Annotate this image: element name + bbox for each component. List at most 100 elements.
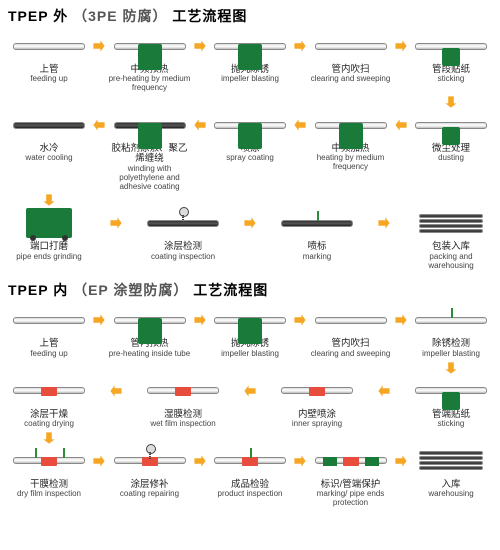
- step-icon: [10, 207, 88, 239]
- step-icon: [312, 445, 390, 477]
- step-icon: [412, 375, 490, 407]
- step-icon: [412, 109, 490, 141]
- arrow-icon: [109, 375, 123, 407]
- step-icon: [312, 109, 390, 141]
- flow-step: 成品检验 product inspection: [209, 445, 291, 499]
- step-label-en: heating by medium frequency: [310, 154, 392, 172]
- diagram-root: TPEP 外 （3PE 防腐） 工艺流程图 上管 feeding up 中频预热…: [0, 0, 500, 516]
- flow-step: 管内吹扫 clearing and sweeping: [310, 304, 392, 358]
- step-icon: [312, 304, 390, 336]
- step-label-en: pipe ends grinding: [16, 253, 81, 262]
- arrow-icon: [394, 445, 408, 477]
- arrow-icon: [92, 445, 106, 477]
- arrow-icon: [92, 304, 106, 336]
- flow-step: 上管 feeding up: [8, 30, 90, 84]
- step-label-en: feeding up: [30, 350, 67, 359]
- step-icon: [412, 30, 490, 62]
- flow-step: 胶粘剂涂敷、聚乙烯缠绕 winding with polyethylene an…: [109, 109, 191, 191]
- flow-step: 抛丸除锈 impeller blasting: [209, 30, 291, 84]
- step-label-en: product inspection: [218, 490, 283, 499]
- step-label-en: water cooling: [25, 154, 72, 163]
- step-icon: [211, 304, 289, 336]
- step-icon: [278, 375, 356, 407]
- step-label-en: winding with polyethylene and adhesive c…: [109, 165, 191, 191]
- flow-step: 抛丸除锈 impeller blasting: [209, 304, 291, 358]
- step-icon: [211, 445, 289, 477]
- arrow-icon: [394, 109, 408, 141]
- arrow-icon: [193, 445, 207, 477]
- step-label-en: sticking: [438, 75, 465, 84]
- step-icon: [111, 30, 189, 62]
- arrow-down-icon: [8, 361, 492, 375]
- step-label-en: marking: [303, 253, 331, 262]
- step-icon: [10, 304, 88, 336]
- flow-step: 干膜检测 dry film inspection: [8, 445, 90, 499]
- flow-step: 喷涂 spray coating: [209, 109, 291, 163]
- title-prefix: TPEP 外: [8, 8, 73, 24]
- step-icon: [10, 30, 88, 62]
- flow-step: 喷标 marking: [276, 207, 358, 261]
- step-label-en: pre-heating inside tube: [109, 350, 190, 359]
- flow-step: 入库 warehousing: [410, 445, 492, 499]
- flow-step: 管内吹扫 clearing and sweeping: [310, 30, 392, 84]
- title-mid: （3PE 防腐）: [73, 8, 167, 24]
- step-label-en: impeller blasting: [221, 350, 279, 359]
- step-icon: [111, 109, 189, 141]
- arrow-icon: [193, 109, 207, 141]
- flow-row: 涂层干燥 coating drying 湿膜检测 wet film inspec…: [8, 375, 492, 429]
- arrow-icon: [293, 304, 307, 336]
- arrow-down-icon: [8, 431, 492, 445]
- title-prefix: TPEP 内: [8, 282, 73, 298]
- title-suffix: 工艺流程图: [167, 8, 247, 24]
- step-icon: [278, 207, 356, 239]
- step-icon: [10, 109, 88, 141]
- flow-step: 湿膜检测 wet film inspection: [142, 375, 224, 429]
- flow-step: 包装入库 packing and warehousing: [410, 207, 492, 270]
- arrow-down-icon: [8, 193, 492, 207]
- section1-title: TPEP 外 （3PE 防腐） 工艺流程图: [8, 6, 492, 26]
- flow-step: 管内预热 pre-heating inside tube: [109, 304, 191, 358]
- section1-flow: 上管 feeding up 中频预热 pre-heating by medium…: [8, 30, 492, 270]
- step-label-en: impeller blasting: [422, 350, 480, 359]
- arrow-icon: [92, 109, 106, 141]
- arrow-icon: [394, 304, 408, 336]
- step-label-en: clearing and sweeping: [311, 350, 391, 359]
- flow-step: 涂层修补 coating repairing: [109, 445, 191, 499]
- step-icon: [211, 109, 289, 141]
- step-icon: [111, 304, 189, 336]
- flow-row: 干膜检测 dry film inspection 涂层修补 coating re…: [8, 445, 492, 508]
- flow-row: 水冷 water cooling 胶粘剂涂敷、聚乙烯缠绕 winding wit…: [8, 109, 492, 191]
- step-label-en: pre-heating by medium frequency: [109, 75, 191, 93]
- arrow-icon: [394, 30, 408, 62]
- step-icon: [412, 207, 490, 239]
- step-label-en: inner spraying: [292, 420, 342, 429]
- flow-step: 管端贴纸 sticking: [410, 375, 492, 429]
- flow-step: 内壁喷涂 inner spraying: [276, 375, 358, 429]
- step-icon: [111, 445, 189, 477]
- flow-step: 水冷 water cooling: [8, 109, 90, 163]
- flow-step: 涂层干燥 coating drying: [8, 375, 90, 429]
- step-label-en: sticking: [438, 420, 465, 429]
- step-icon: [144, 207, 222, 239]
- flow-step: 微尘处理 dusting: [410, 109, 492, 163]
- flow-row: 上管 feeding up 中频预热 pre-heating by medium…: [8, 30, 492, 93]
- step-icon: [10, 375, 88, 407]
- arrow-icon: [243, 207, 257, 239]
- step-icon: [211, 30, 289, 62]
- step-icon: [312, 30, 390, 62]
- arrow-icon: [243, 375, 257, 407]
- arrow-icon: [193, 304, 207, 336]
- step-label-en: packing and warehousing: [410, 253, 492, 271]
- title-suffix: 工艺流程图: [188, 282, 268, 298]
- section2-flow: 上管 feeding up 管内预热 pre-heating inside tu…: [8, 304, 492, 508]
- step-label-en: wet film inspection: [150, 420, 215, 429]
- step-label-en: coating repairing: [120, 490, 179, 499]
- step-label-en: dry film inspection: [17, 490, 81, 499]
- step-icon: [144, 375, 222, 407]
- step-icon: [10, 445, 88, 477]
- flow-step: 管段贴纸 sticking: [410, 30, 492, 84]
- arrow-down-icon: [8, 95, 492, 109]
- step-label-en: coating inspection: [151, 253, 215, 262]
- step-label-en: coating drying: [24, 420, 74, 429]
- flow-step: 除锈检测 impeller blasting: [410, 304, 492, 358]
